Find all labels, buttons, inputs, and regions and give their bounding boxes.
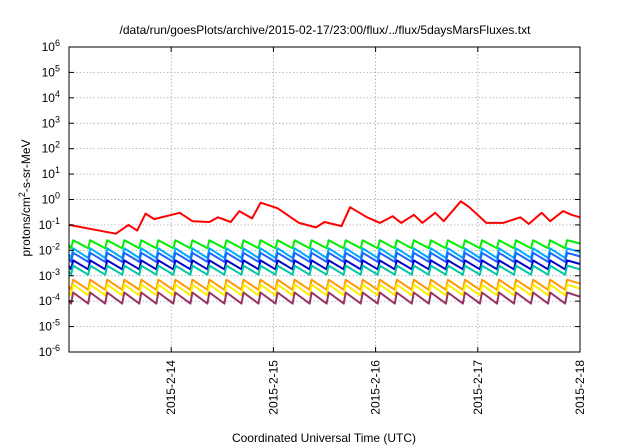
y-tick-base: 10 (42, 91, 56, 105)
y-tick-exponent: -1 (52, 216, 60, 226)
x-tick-label: 2015-2-18 (573, 360, 587, 415)
chart-title: /data/run/goesPlots/archive/2015-02-17/2… (120, 23, 532, 37)
y-tick-label: 10-1 (39, 216, 60, 232)
y-tick-base: 10 (42, 116, 56, 130)
y-tick-exponent: 5 (55, 63, 60, 73)
y-tick-exponent: -4 (52, 292, 60, 302)
series-line-4 (68, 251, 581, 263)
y-axis-label-main: protons/cm (19, 197, 33, 256)
y-tick-label: 10-3 (39, 267, 60, 283)
y-tick-exponent: -2 (52, 241, 60, 251)
y-tick-exponent: 6 (55, 38, 60, 48)
y-tick-exponent: -3 (52, 267, 60, 277)
y-tick-base: 10 (39, 243, 53, 257)
y-axis-label-sup: 2 (17, 192, 27, 197)
series-line-2 (68, 239, 581, 250)
y-tick-base: 10 (39, 320, 53, 334)
y-tick-exponent: 3 (55, 114, 60, 124)
y-tick-label: 106 (42, 38, 60, 54)
x-tick-label: 2015-2-17 (471, 360, 485, 415)
y-tick-base: 10 (39, 345, 53, 359)
y-tick-base: 10 (42, 142, 56, 156)
y-tick-label: 100 (42, 191, 60, 207)
y-tick-label: 101 (42, 165, 60, 181)
grid-lines (69, 47, 580, 352)
y-tick-label: 104 (42, 89, 60, 105)
x-tick-label: 2015-2-16 (369, 360, 383, 415)
y-tick-base: 10 (42, 65, 56, 79)
series-line-9 (68, 291, 581, 305)
y-tick-base: 10 (39, 294, 53, 308)
y-tick-label: 10-4 (39, 292, 60, 308)
y-tick-label: 105 (42, 63, 60, 79)
axis-ticks: 10-610-510-410-310-210-11001011021031041… (39, 38, 587, 415)
y-tick-base: 10 (42, 40, 56, 54)
series-line-5 (68, 259, 581, 271)
x-axis-label: Coordinated Universal Time (UTC) (232, 431, 416, 445)
y-tick-exponent: -6 (52, 343, 60, 353)
y-tick-exponent: 2 (55, 140, 60, 150)
y-tick-exponent: 0 (55, 191, 60, 201)
y-tick-label: 10-6 (39, 343, 60, 359)
series-line-6 (68, 264, 581, 276)
series-line-8 (68, 283, 581, 297)
series-group (68, 200, 581, 305)
y-tick-label: 10-2 (39, 241, 60, 257)
y-tick-label: 103 (42, 114, 60, 130)
y-tick-exponent: -5 (52, 318, 60, 328)
y-tick-label: 102 (42, 140, 60, 156)
y-tick-exponent: 4 (55, 89, 60, 99)
series-line-7 (68, 278, 581, 291)
y-tick-label: 10-5 (39, 318, 60, 334)
series-line-3 (68, 247, 581, 259)
y-tick-base: 10 (39, 269, 53, 283)
y-axis-label: protons/cm2-s-sr-MeV (17, 139, 33, 256)
y-tick-exponent: 1 (55, 165, 60, 175)
y-axis-label-unit: -s-sr-MeV (19, 139, 33, 192)
x-tick-label: 2015-2-15 (266, 360, 280, 415)
x-tick-label: 2015-2-14 (164, 360, 178, 415)
y-tick-base: 10 (42, 193, 56, 207)
y-tick-base: 10 (39, 218, 53, 232)
y-tick-base: 10 (42, 167, 56, 181)
series-line-1 (68, 200, 581, 235)
